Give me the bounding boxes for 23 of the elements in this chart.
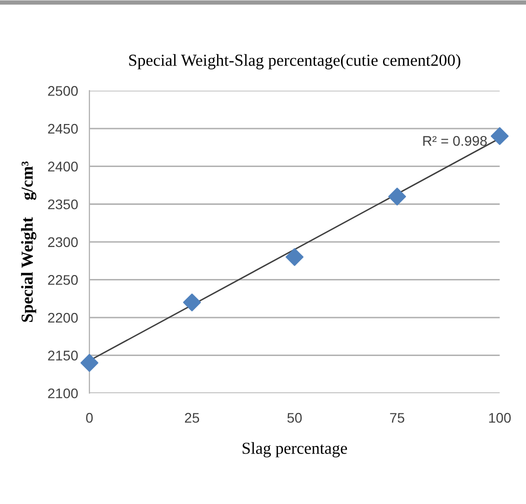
x-tick-label: 50 xyxy=(287,412,302,423)
y-tick-label: 2250 xyxy=(48,275,78,285)
point xyxy=(286,248,304,266)
annotation: R² = 0.998 xyxy=(423,136,487,146)
chart-title: Special Weight-Slag percentage(cutie cement200) xyxy=(129,54,460,70)
y-tick-label: 2350 xyxy=(48,199,78,210)
y-tick-label: 2150 xyxy=(48,350,78,360)
x-tick-label: 75 xyxy=(390,413,404,423)
y-tick-label: 2100 xyxy=(48,388,78,398)
y-tick-label: 2400 xyxy=(48,162,78,172)
x-tick-label: 100 xyxy=(489,412,511,423)
point xyxy=(388,188,406,206)
y-tick-label: 2200 xyxy=(48,312,78,323)
x-axis-title: Slag percentage xyxy=(242,442,347,458)
point xyxy=(490,127,509,145)
y-tick-label: 2450 xyxy=(48,124,78,134)
point xyxy=(80,354,98,372)
point xyxy=(183,293,201,312)
y-tick-label: 2300 xyxy=(48,237,78,248)
y-axis-title: Special Weight g/cm³ xyxy=(21,161,36,322)
x-tick-label: 0 xyxy=(86,412,93,423)
x-tick-label: 25 xyxy=(184,412,200,423)
y-tick-label: 2500 xyxy=(48,86,78,96)
